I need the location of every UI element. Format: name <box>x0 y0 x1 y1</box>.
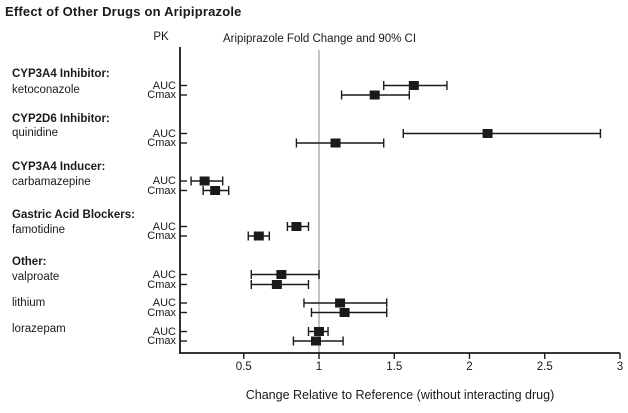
group-header: CYP3A4 Inducer: <box>12 161 106 173</box>
pk-metric-label-cmax: Cmax <box>147 306 176 319</box>
drug-label: quinidine <box>12 127 59 139</box>
group-header: Gastric Acid Blockers: <box>12 209 135 221</box>
pk-metric-label-cmax: Cmax <box>147 278 176 291</box>
drug-label: lorazepam <box>12 323 66 335</box>
pk-metric-label-auc: AUC <box>152 297 176 309</box>
point-marker <box>276 270 287 279</box>
drug-label: valproate <box>12 271 60 283</box>
drug-label: ketoconazole <box>12 84 80 96</box>
point-marker <box>210 186 221 195</box>
point-marker <box>253 231 264 241</box>
pk-metric-label-cmax: Cmax <box>147 89 176 101</box>
point-marker <box>291 222 302 231</box>
pk-metric-label-auc: AUC <box>152 325 176 338</box>
x-axis-label: Change Relative to Reference (without in… <box>245 388 555 402</box>
x-tick-label: 3 <box>616 361 624 373</box>
pk-column-header: PK <box>153 31 169 43</box>
x-tick-label: 2 <box>466 361 473 373</box>
pk-metric-label-cmax: Cmax <box>147 137 176 149</box>
drug-label: famotidine <box>12 224 66 236</box>
pk-metric-label-cmax: Cmax <box>147 230 176 242</box>
pk-metric-label-auc: AUC <box>152 268 176 281</box>
point-marker <box>199 176 210 186</box>
value-axis-header: Aripiprazole Fold Change and 90% CI <box>223 33 417 45</box>
point-marker <box>408 81 419 90</box>
group-header: CYP2D6 Inhibitor: <box>12 113 110 125</box>
point-marker <box>369 90 380 100</box>
drug-label: lithium <box>12 297 46 309</box>
pk-metric-label-auc: AUC <box>152 220 176 233</box>
pk-metric-label-auc: AUC <box>152 79 176 92</box>
x-tick-label: 1.5 <box>386 361 403 373</box>
x-tick-label: 1 <box>315 361 323 373</box>
point-marker <box>330 138 341 148</box>
pk-metric-label-cmax: Cmax <box>147 184 176 197</box>
point-marker <box>271 280 282 289</box>
point-marker <box>482 129 493 138</box>
pk-metric-label-cmax: Cmax <box>147 335 176 347</box>
point-marker <box>310 336 321 346</box>
point-marker <box>314 327 324 336</box>
group-header: Other: <box>12 256 47 268</box>
pk-metric-label-auc: AUC <box>152 127 176 140</box>
chart-title: Effect of Other Drugs on Aripiprazole <box>5 4 242 19</box>
point-marker <box>339 308 350 317</box>
x-tick-label: 2.5 <box>536 361 553 373</box>
pk-metric-label-auc: AUC <box>152 175 176 187</box>
point-marker <box>335 298 346 308</box>
group-header: CYP3A4 Inhibitor: <box>12 68 110 80</box>
drug-label: carbamazepine <box>12 176 91 188</box>
x-tick-label: 0.5 <box>235 361 252 373</box>
